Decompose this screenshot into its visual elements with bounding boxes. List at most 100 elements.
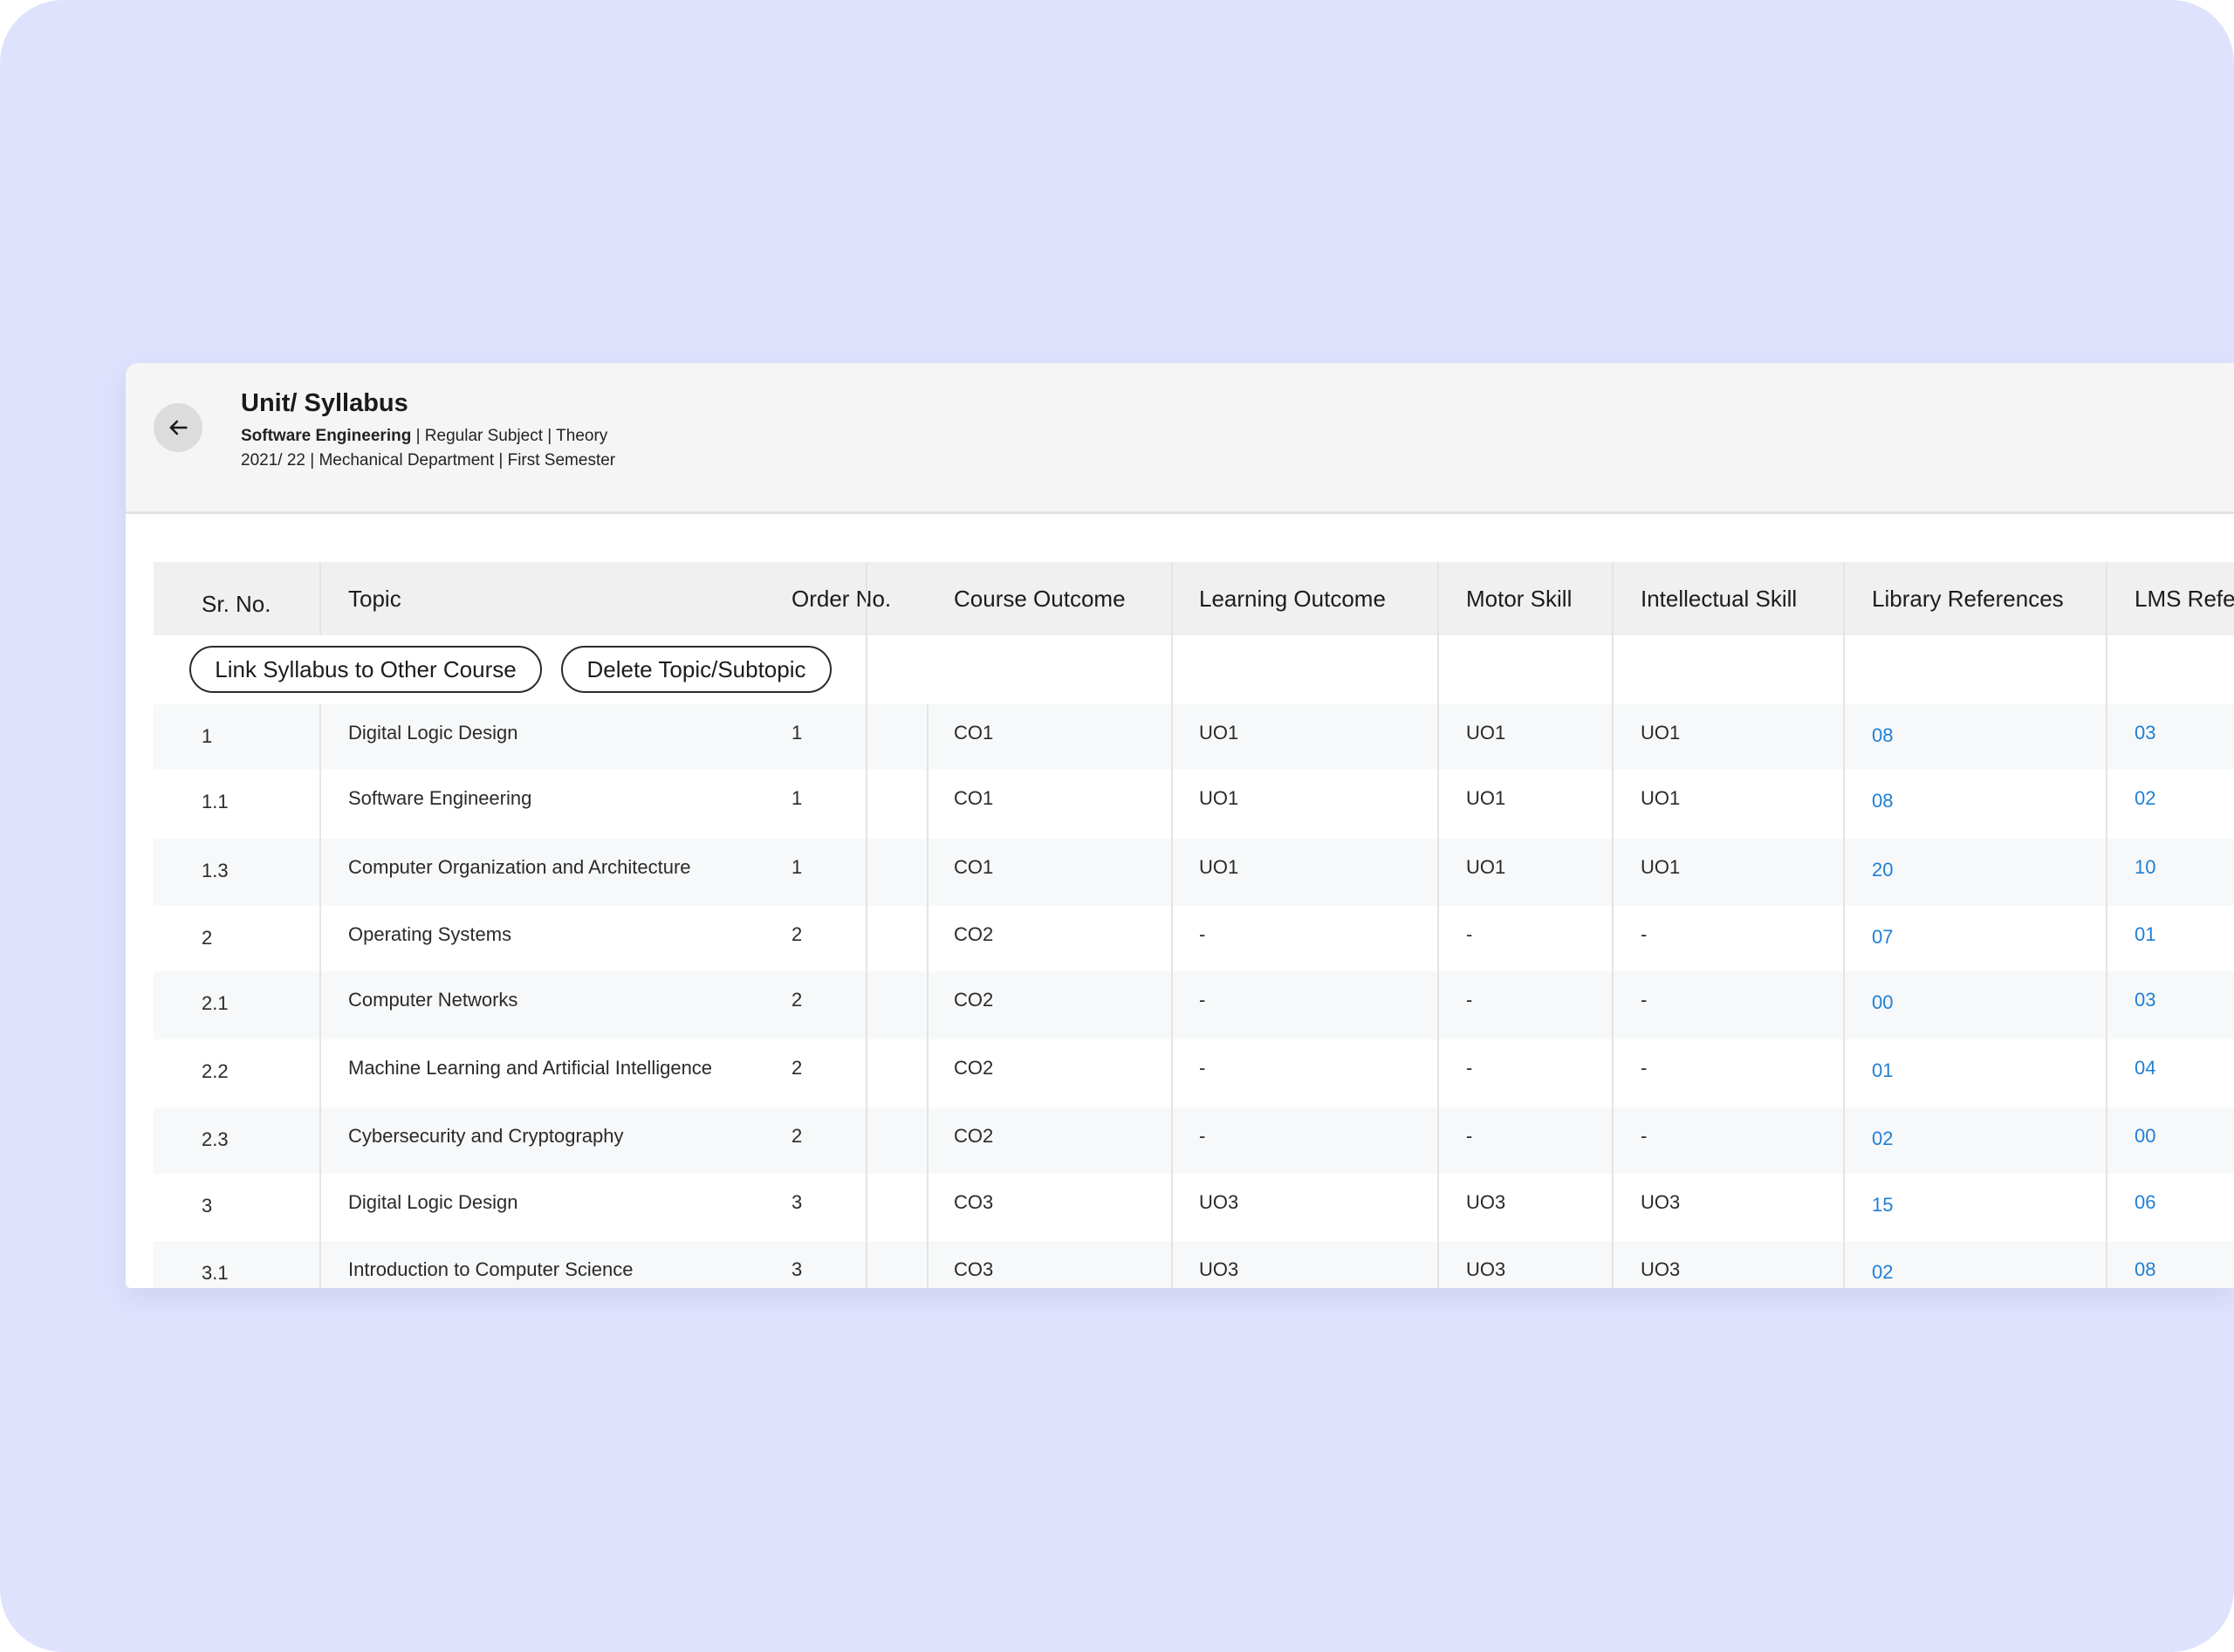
cell-learning-outcome: - [1199, 1057, 1206, 1079]
subject-name: Software Engineering [241, 427, 412, 445]
cell-intellectual-skill: UO1 [1641, 722, 1681, 744]
page-header: Unit/ Syllabus Software Engineering | Re… [126, 363, 2234, 514]
header-topic: Topic [348, 585, 401, 612]
delete-topic-button[interactable]: Delete Topic/Subtopic [561, 646, 832, 693]
cell-sr-no: 1.3 [202, 860, 229, 881]
syllabus-card: Unit/ Syllabus Software Engineering | Re… [126, 363, 2234, 1288]
column-divider [1612, 562, 1614, 1288]
library-references-link[interactable]: 02 [1872, 1261, 1894, 1283]
library-references-link[interactable]: 15 [1872, 1194, 1894, 1216]
cell-order-no: 2 [791, 923, 803, 945]
lms-references-link[interactable]: 00 [2135, 1125, 2156, 1147]
cell-learning-outcome: - [1199, 1125, 1206, 1147]
cell-learning-outcome: UO3 [1199, 1258, 1239, 1280]
subject-meta: | Regular Subject | Theory [411, 427, 608, 445]
cell-learning-outcome: UO1 [1199, 722, 1239, 744]
cell-sr-no: 3.1 [202, 1262, 229, 1284]
cell-course-outcome: CO2 [954, 923, 994, 945]
lms-references-link[interactable]: 04 [2135, 1057, 2156, 1079]
column-divider [2106, 562, 2107, 1288]
cell-course-outcome: CO1 [954, 787, 994, 809]
cell-intellectual-skill: UO1 [1641, 856, 1681, 878]
cell-learning-outcome: - [1199, 923, 1206, 945]
cell-order-no: 2 [791, 1125, 803, 1147]
header-motor-skill: Motor Skill [1466, 585, 1573, 612]
library-references-link[interactable]: 20 [1872, 859, 1894, 881]
lms-references-link[interactable]: 02 [2135, 787, 2156, 809]
table-actions: Link Syllabus to Other Course Delete Top… [154, 635, 2234, 706]
page-title: Unit/ Syllabus [241, 389, 408, 417]
cell-motor-skill: - [1466, 989, 1473, 1011]
table-row: 2.1 Computer Networks 2 CO2 - - - 00 03 [154, 971, 2234, 1039]
column-divider [1843, 562, 1845, 1288]
cell-sr-no: 2.1 [202, 992, 229, 1014]
library-references-link[interactable]: 00 [1872, 991, 1894, 1013]
header-lms-references: LMS Refe [2135, 585, 2234, 612]
library-references-link[interactable]: 01 [1872, 1059, 1894, 1081]
table-row: 3.1 Introduction to Computer Science 3 CO3 U… [154, 1241, 2234, 1288]
cell-topic: Introduction to Computer Science [348, 1258, 634, 1280]
table-row: 1.1 Software Engineering 1 CO1 UO1 UO1 UO1 08 02 [154, 770, 2234, 839]
back-button[interactable] [154, 403, 202, 452]
column-divider [866, 562, 867, 1288]
cell-intellectual-skill: - [1641, 1057, 1648, 1079]
subject-line: Software Engineering | Regular Subject |… [241, 427, 607, 446]
column-divider [319, 704, 321, 1288]
library-references-link[interactable]: 07 [1872, 926, 1894, 948]
library-references-link[interactable]: 08 [1872, 790, 1894, 812]
cell-motor-skill: UO1 [1466, 856, 1506, 878]
cell-intellectual-skill: UO3 [1641, 1191, 1681, 1213]
lms-references-link[interactable]: 01 [2135, 923, 2156, 945]
cell-learning-outcome: UO1 [1199, 856, 1239, 878]
header-sr-no: Sr. No. [202, 590, 271, 617]
lms-references-link[interactable]: 03 [2135, 989, 2156, 1011]
library-references-link[interactable]: 08 [1872, 724, 1894, 746]
cell-motor-skill: UO3 [1466, 1191, 1506, 1213]
lms-references-link[interactable]: 10 [2135, 856, 2156, 878]
cell-order-no: 3 [791, 1191, 803, 1213]
syllabus-table: Sr. No. Topic Order No. Course Outcome L… [154, 562, 2234, 1288]
cell-topic: Machine Learning and Artificial Intellig… [348, 1057, 713, 1079]
cell-course-outcome: CO3 [954, 1191, 994, 1213]
cell-motor-skill: - [1466, 1057, 1473, 1079]
cell-topic: Software Engineering [348, 787, 532, 809]
column-divider [1171, 562, 1173, 1288]
table-row: 1.3 Computer Organization and Architectur… [154, 839, 2234, 906]
cell-sr-no: 2.2 [202, 1060, 229, 1082]
lms-references-link[interactable]: 06 [2135, 1191, 2156, 1213]
cell-learning-outcome: - [1199, 989, 1206, 1011]
header-intellectual-skill: Intellectual Skill [1641, 585, 1798, 612]
link-syllabus-button[interactable]: Link Syllabus to Other Course [189, 646, 542, 693]
cell-course-outcome: CO2 [954, 1057, 994, 1079]
cell-order-no: 1 [791, 856, 803, 878]
cell-order-no: 1 [791, 722, 803, 744]
column-divider [1437, 562, 1439, 1288]
arrow-left-icon [166, 415, 190, 440]
lms-references-link[interactable]: 03 [2135, 722, 2156, 744]
cell-course-outcome: CO1 [954, 856, 994, 878]
header-course-outcome: Course Outcome [954, 585, 1126, 612]
cell-topic: Computer Organization and Architecture [348, 856, 691, 878]
table-row: 3 Digital Logic Design 3 CO3 UO3 UO3 UO3 15 06 [154, 1174, 2234, 1241]
column-divider [927, 704, 929, 1288]
cell-motor-skill: UO3 [1466, 1258, 1506, 1280]
cell-sr-no: 1 [202, 725, 213, 747]
cell-topic: Cybersecurity and Cryptography [348, 1125, 624, 1147]
library-references-link[interactable]: 02 [1872, 1128, 1894, 1149]
cell-course-outcome: CO2 [954, 989, 994, 1011]
cell-motor-skill: - [1466, 923, 1473, 945]
cell-order-no: 2 [791, 989, 803, 1011]
header-order-no: Order No. [791, 585, 892, 612]
cell-course-outcome: CO3 [954, 1258, 994, 1280]
cell-learning-outcome: UO1 [1199, 787, 1239, 809]
cell-topic: Computer Networks [348, 989, 518, 1011]
cell-topic: Digital Logic Design [348, 1191, 518, 1213]
cell-sr-no: 3 [202, 1195, 213, 1217]
table-header: Sr. No. Topic Order No. Course Outcome L… [154, 562, 2234, 635]
cell-motor-skill: UO1 [1466, 787, 1506, 809]
cell-intellectual-skill: UO3 [1641, 1258, 1681, 1280]
cell-sr-no: 2 [202, 927, 213, 949]
lms-references-link[interactable]: 08 [2135, 1258, 2156, 1280]
table-row: 2.2 Machine Learning and Artificial Intel… [154, 1039, 2234, 1107]
